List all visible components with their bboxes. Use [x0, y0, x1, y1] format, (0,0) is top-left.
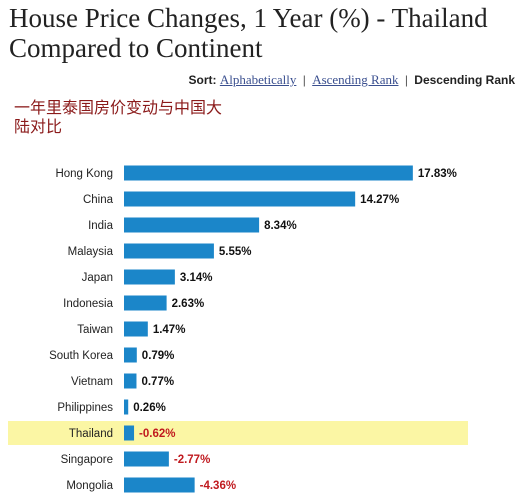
- category-label: Mongolia: [66, 480, 113, 492]
- bar-hong-kong: [124, 165, 413, 181]
- category-label: Philippines: [57, 402, 113, 414]
- value-label: 14.27%: [360, 194, 399, 206]
- bar-japan: [124, 269, 175, 285]
- sort-separator: |: [404, 73, 408, 87]
- sort-ascending-rank-link[interactable]: Ascending Rank: [312, 72, 399, 87]
- category-label: South Korea: [49, 350, 114, 362]
- bar-thailand: [124, 425, 135, 441]
- bar-philippines: [124, 399, 129, 415]
- value-label: 2.63%: [172, 298, 205, 310]
- value-label: 0.79%: [142, 350, 175, 362]
- sort-bar: Sort: Alphabetically | Ascending Rank | …: [189, 72, 516, 88]
- sort-label: Sort:: [188, 73, 217, 87]
- category-label: Thailand: [69, 428, 113, 440]
- chart-title: House Price Changes, 1 Year (%) - Thaila…: [9, 3, 488, 63]
- category-label: China: [83, 194, 114, 206]
- sort-separator: |: [302, 73, 306, 87]
- bar-mongolia: [124, 477, 195, 493]
- bar-vietnam: [124, 373, 137, 389]
- category-label: Indonesia: [63, 298, 113, 310]
- value-label: -2.77%: [174, 454, 210, 466]
- value-label: -4.36%: [200, 480, 236, 492]
- value-label: 0.26%: [133, 402, 166, 414]
- category-label: Vietnam: [71, 376, 113, 388]
- value-label: 3.14%: [180, 272, 213, 284]
- bar-singapore: [124, 451, 169, 467]
- category-label: Singapore: [61, 454, 113, 466]
- bar-china: [124, 191, 356, 207]
- value-label: 0.77%: [141, 376, 174, 388]
- value-label: -0.62%: [139, 428, 175, 440]
- category-label: Hong Kong: [55, 168, 113, 180]
- chinese-annotation: 一年里泰国房价变动与中国大陆对比: [14, 100, 223, 136]
- bar-india: [124, 217, 260, 233]
- value-label: 5.55%: [219, 246, 252, 258]
- value-label: 17.83%: [418, 168, 457, 180]
- value-label: 8.34%: [264, 220, 297, 232]
- bar-malaysia: [124, 243, 214, 259]
- bar-chart: Hong Kong 17.83% China 14.27% India 8.34% Mala…: [8, 165, 468, 493]
- value-label: 1.47%: [153, 324, 186, 336]
- category-label: Malaysia: [68, 246, 114, 258]
- category-label: Japan: [82, 272, 113, 284]
- bar-indonesia: [124, 295, 167, 311]
- sort-descending-rank-current: Descending Rank: [414, 73, 515, 87]
- bar-south-korea: [124, 347, 137, 363]
- sort-alphabetically-link[interactable]: Alphabetically: [219, 72, 297, 87]
- category-label: India: [88, 220, 114, 232]
- category-label: Taiwan: [77, 324, 113, 336]
- highlight-band: [8, 421, 468, 445]
- bar-taiwan: [124, 321, 148, 337]
